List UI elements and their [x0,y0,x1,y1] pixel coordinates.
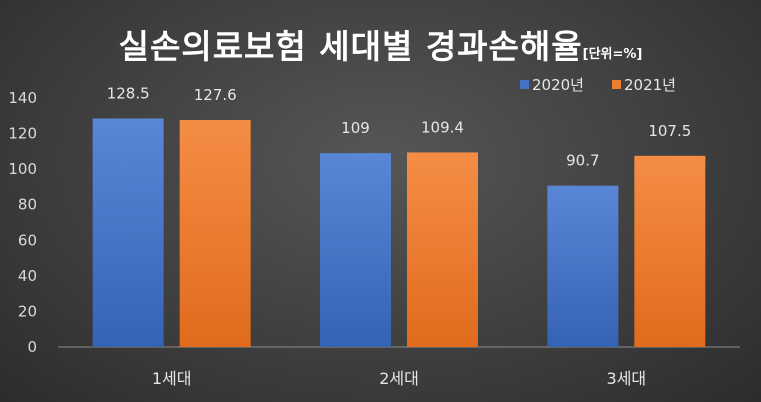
legend-label: 2020년 [532,76,584,94]
data-label: 109.4 [421,118,464,136]
y-tick-label: 120 [8,125,37,143]
data-label: 90.7 [566,152,599,170]
data-label: 127.6 [194,86,237,104]
y-tick-label: 0 [27,338,37,356]
data-label: 128.5 [107,84,150,102]
y-tick-label: 20 [18,302,37,320]
bar [92,118,164,347]
data-label: 109 [341,119,370,137]
bar [547,185,619,347]
legend-label: 2021년 [624,76,676,94]
y-tick-label: 60 [18,231,37,249]
data-label: 107.5 [648,122,691,140]
y-tick-label: 40 [18,267,37,285]
legend-swatch [520,80,529,89]
chart-title: 실손의료보험 세대별 경과손해율 [118,27,583,66]
chart-subtitle: [단위=%] [582,47,643,62]
x-tick-label: 2세대 [379,369,419,388]
y-tick-label: 80 [18,196,37,214]
x-tick-label: 1세대 [152,369,192,388]
x-tick-label: 3세대 [607,369,647,388]
y-tick-label: 100 [8,160,37,178]
bar [179,120,251,347]
y-tick-label: 140 [8,89,37,107]
bar [407,152,478,347]
bar [320,153,391,347]
chart-title-row: 실손의료보험 세대별 경과손해율[단위=%] [0,20,761,68]
bar [634,155,706,347]
legend-swatch [612,80,621,89]
